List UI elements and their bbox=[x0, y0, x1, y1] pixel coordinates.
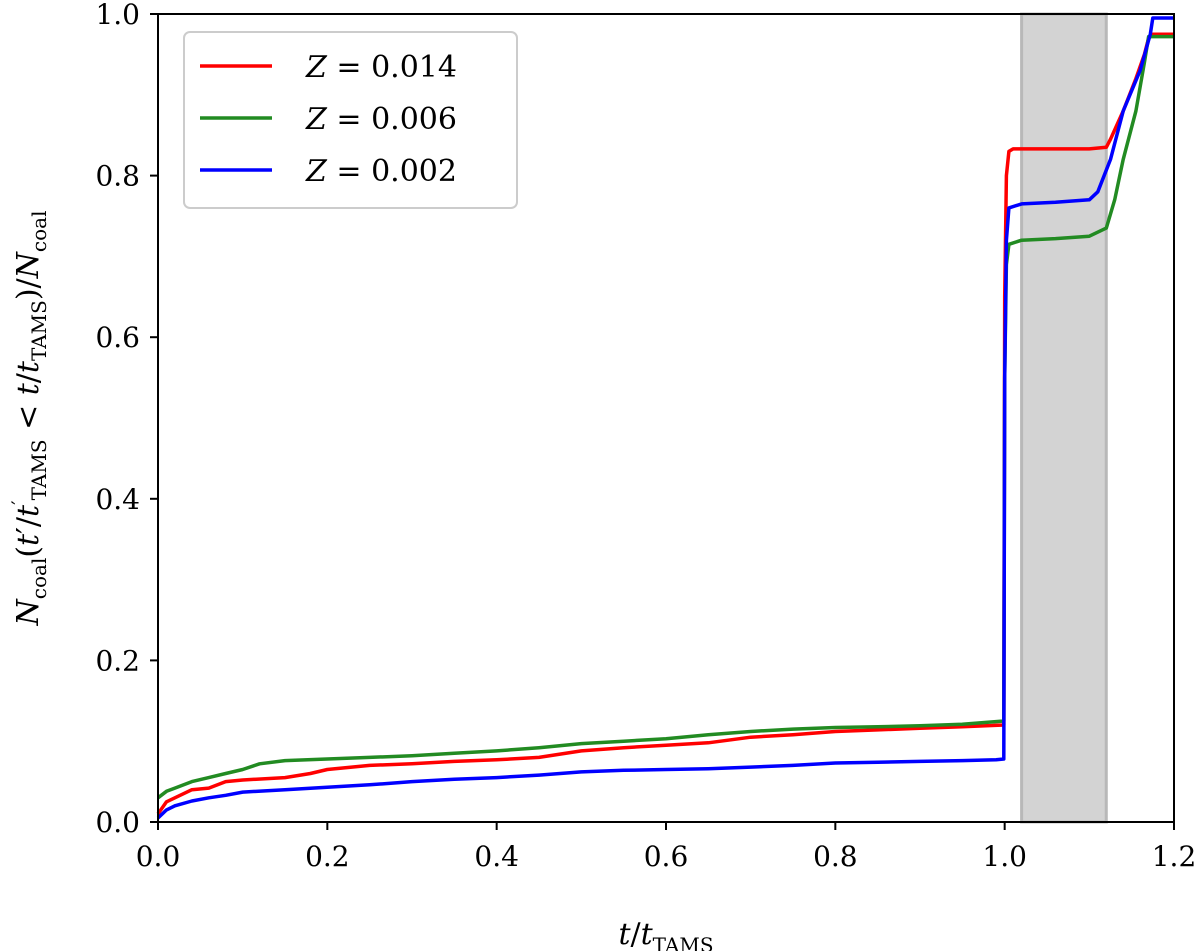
legend-label-2: Z = 0.002 bbox=[305, 154, 457, 189]
y-tick-label: 1.0 bbox=[95, 0, 140, 31]
x-axis-label: t/tTAMS bbox=[618, 917, 713, 951]
legend-label-0: Z = 0.014 bbox=[305, 50, 457, 85]
x-tick-label: 0.8 bbox=[813, 840, 858, 873]
legend-box bbox=[183, 31, 518, 209]
series-line-2 bbox=[156, 16, 1174, 820]
y-tick-label: 0.6 bbox=[95, 321, 140, 354]
x-tick-label: 0.6 bbox=[644, 840, 689, 873]
y-axis-label: Ncoal(t′/t′TAMS < t/tTAMS)/Ncoal bbox=[7, 211, 51, 627]
legend: Z = 0.014 Z = 0.006 Z = 0.002 bbox=[183, 31, 518, 209]
y-tick-label: 0.8 bbox=[95, 160, 140, 193]
series-line-0 bbox=[156, 32, 1174, 815]
series-layer bbox=[156, 16, 1174, 820]
legend-label-1: Z = 0.006 bbox=[305, 102, 457, 137]
series-line-1 bbox=[156, 34, 1174, 800]
x-axis: 0.0 0.2 0.4 0.6 0.8 1.0 1.2 bbox=[136, 822, 1197, 873]
shaded-region-layer bbox=[1020, 12, 1108, 824]
y-tick-label: 0.4 bbox=[95, 483, 140, 516]
x-tick-label: 0.0 bbox=[136, 840, 181, 873]
y-tick-label: 0.2 bbox=[95, 644, 140, 677]
y-tick-label: 0.0 bbox=[95, 806, 140, 839]
x-tick-label: 1.0 bbox=[982, 840, 1027, 873]
x-tick-label: 0.2 bbox=[305, 840, 350, 873]
shaded-region bbox=[1020, 12, 1108, 824]
x-tick-label: 1.2 bbox=[1152, 840, 1197, 873]
x-tick-label: 0.4 bbox=[474, 840, 519, 873]
y-axis: 0.0 0.2 0.4 0.6 0.8 1.0 bbox=[95, 0, 158, 839]
